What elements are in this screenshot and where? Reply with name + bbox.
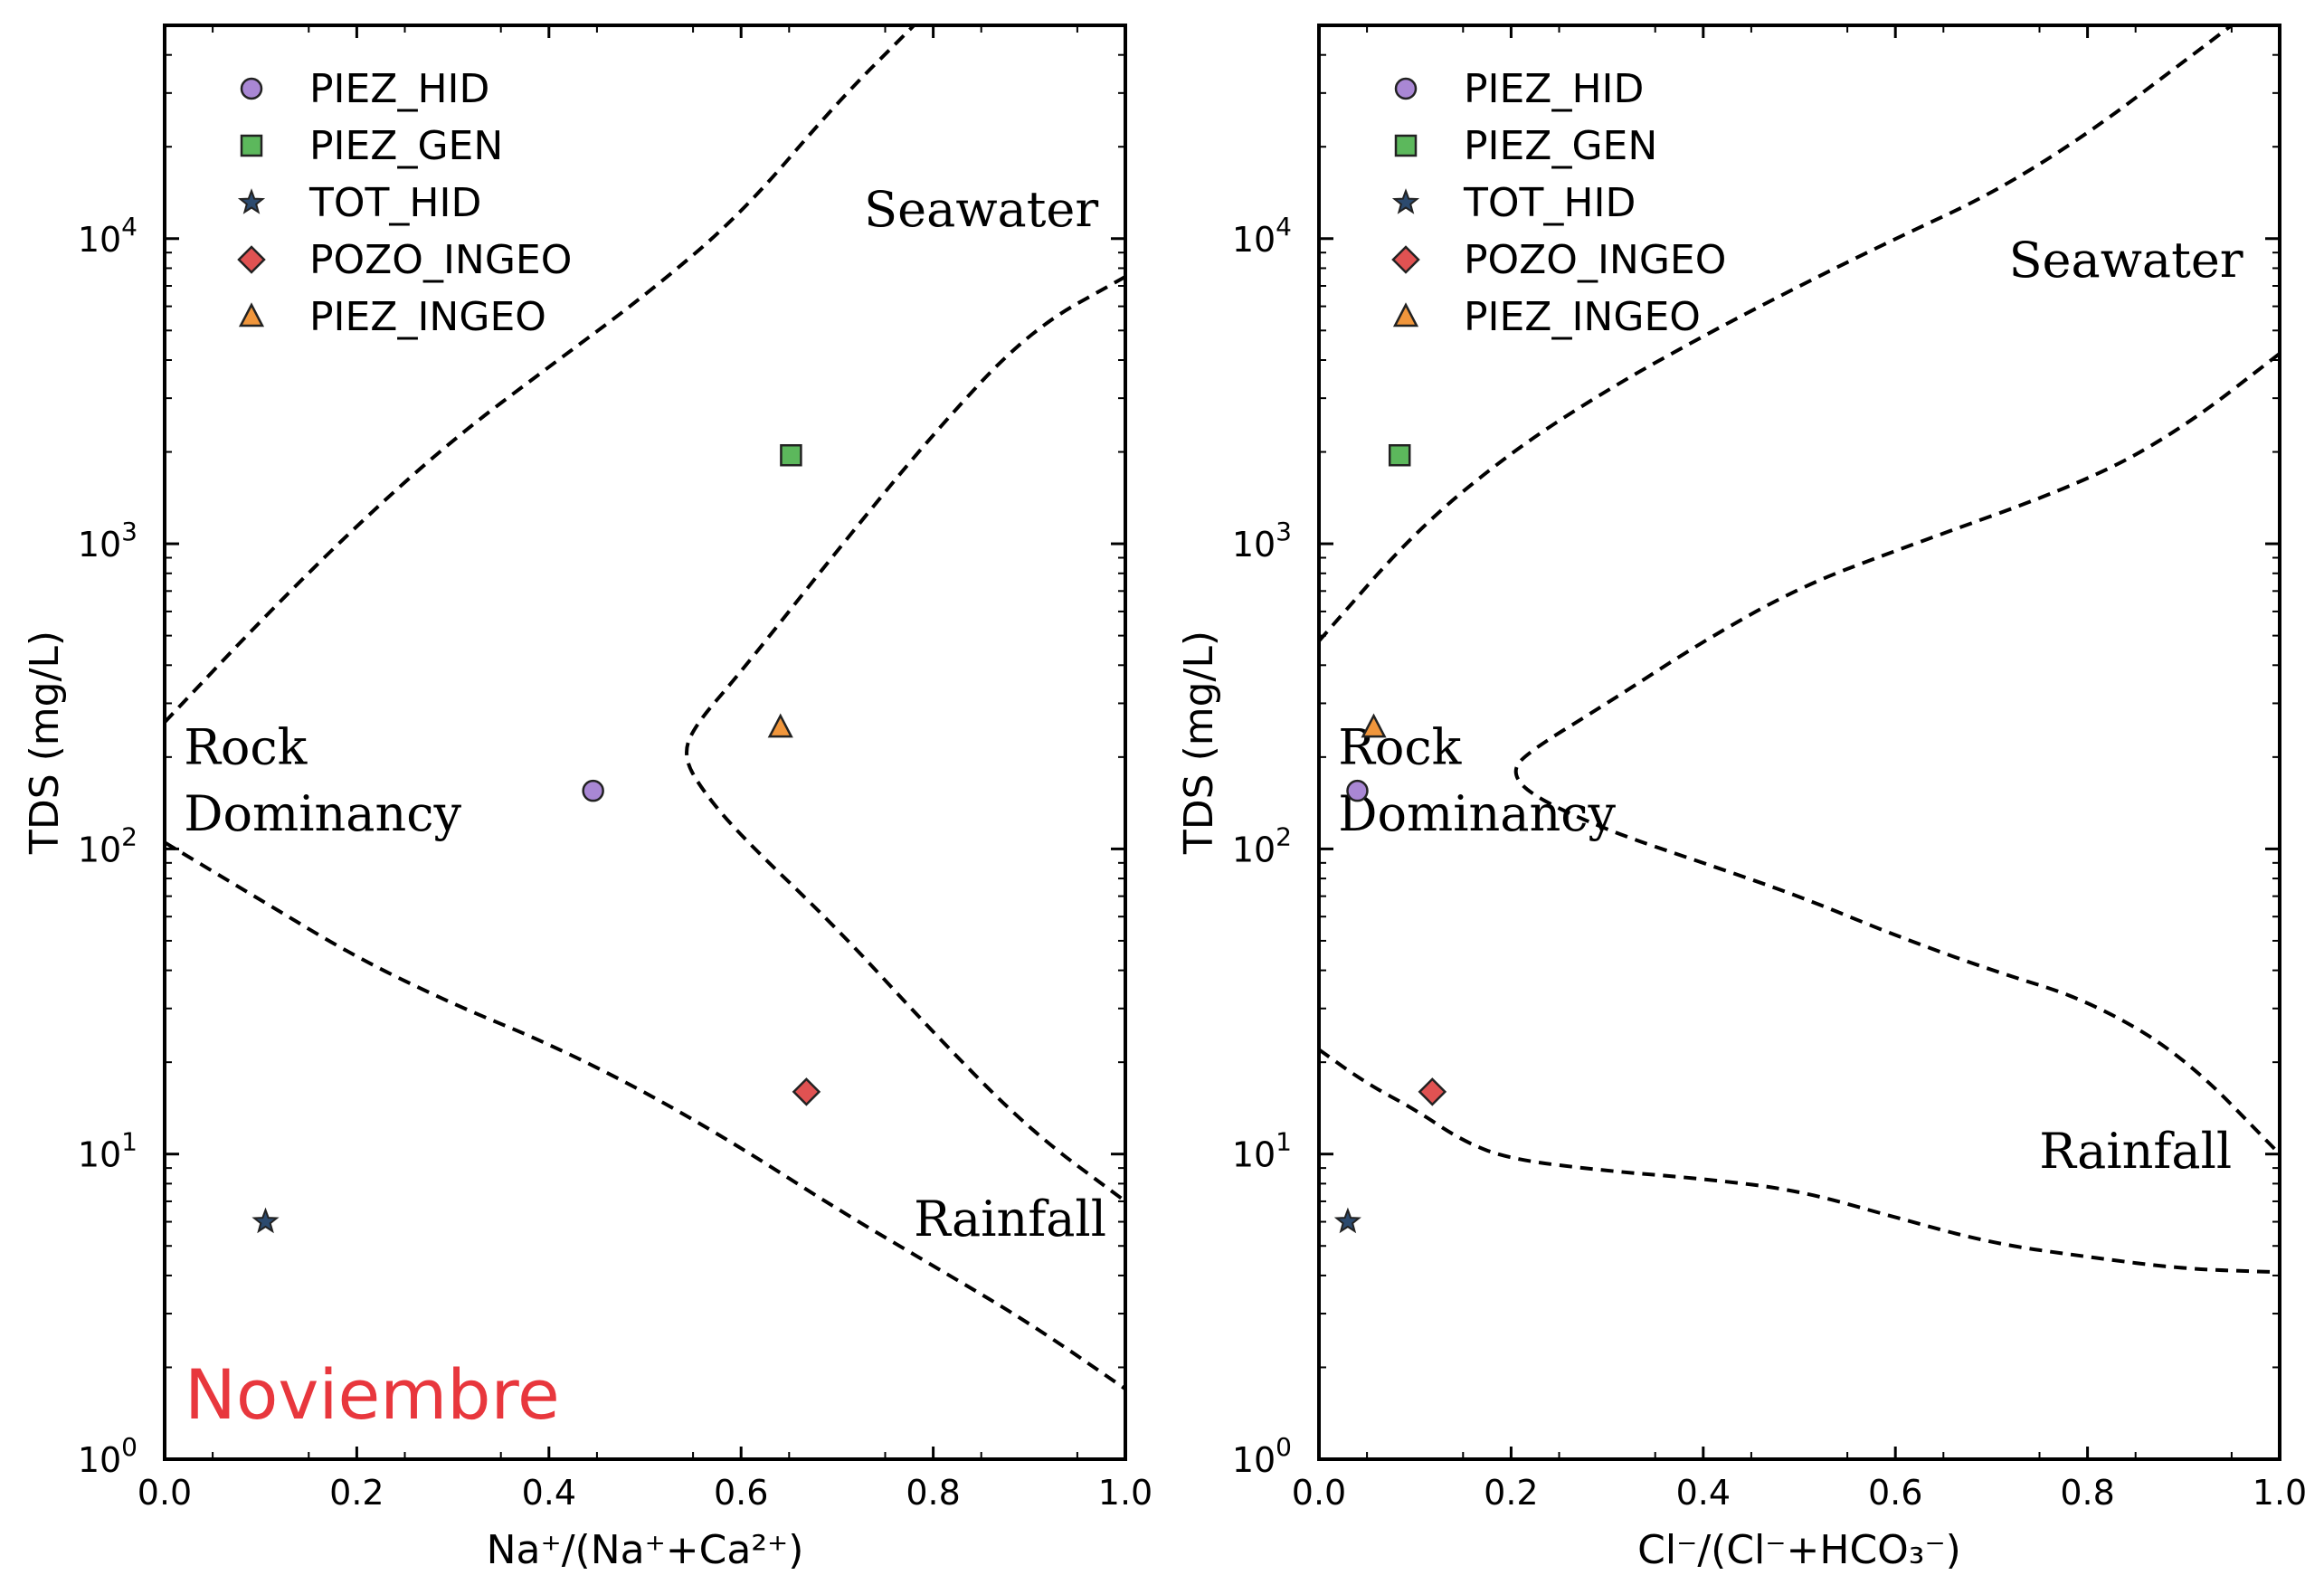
y-tick-label: 100: [78, 1432, 138, 1480]
legend-label: PIEZ_INGEO: [309, 294, 546, 340]
region-label: Rainfall: [914, 1191, 1106, 1248]
data-point-pozo_ingeo: [1418, 1077, 1447, 1106]
x-tick-label: 0.4: [522, 1473, 576, 1513]
plot-frame: [163, 24, 1127, 1461]
boundary-curve: [1513, 352, 2280, 1156]
x-tick-label: 0.6: [1868, 1473, 1922, 1513]
y-tick-label: 101: [78, 1127, 138, 1175]
y-tick-label: 104: [1232, 212, 1292, 260]
data-point-pozo_ingeo: [792, 1077, 821, 1106]
x-tick-label: 1.0: [2253, 1473, 2307, 1513]
data-point-piez_gen: [1388, 443, 1411, 467]
legend-label: POZO_INGEO: [1464, 237, 1726, 283]
data-point-tot_hid: [1333, 1207, 1361, 1234]
x-tick-label: 1.0: [1098, 1473, 1153, 1513]
y-axis-label: TDS (mg/L): [22, 631, 68, 855]
legend-marker: [240, 134, 263, 157]
chart-panel-2: Seawater Rock Dominancy Rainfall 0.0 0.2 0.4 0.…: [1176, 24, 2307, 1573]
y-tick-label: 103: [1232, 517, 1292, 565]
x-tick-label: 0.2: [329, 1473, 384, 1513]
legend-marker: [1392, 302, 1419, 327]
boundary-curve: [685, 275, 1125, 1203]
x-axis-label: Na⁺/(Na⁺+Ca²⁺): [487, 1527, 804, 1573]
legend-marker: [237, 188, 266, 214]
legend-marker: [238, 302, 265, 327]
x-tick-label: 0.4: [1676, 1473, 1731, 1513]
boundary-curve: [165, 25, 915, 724]
boundary-curve: [1319, 25, 2234, 642]
x-tick-label: 0.0: [138, 1473, 192, 1513]
panel-tag: Noviembre: [185, 1354, 560, 1435]
region-label: Seawater: [2009, 232, 2243, 289]
x-axis-label: Cl⁻/(Cl⁻+HCO₃⁻): [1637, 1527, 1961, 1573]
data-point-piez_ingeo: [1361, 713, 1387, 738]
y-tick-label: 104: [78, 212, 138, 260]
legend-marker: [1391, 188, 1420, 214]
y-tick-label: 102: [1232, 821, 1292, 869]
x-tick-label: 0.2: [1484, 1473, 1538, 1513]
plot-frame: [1317, 24, 2281, 1461]
legend-marker: [1391, 245, 1420, 274]
region-label: Dominancy: [1338, 785, 1616, 842]
y-tick-label: 101: [1232, 1127, 1292, 1175]
data-point-piez_ingeo: [767, 713, 793, 738]
y-tick-label: 103: [78, 517, 138, 565]
legend-label: PIEZ_GEN: [1464, 123, 1657, 169]
x-tick-label: 0.8: [906, 1473, 960, 1513]
legend-marker: [237, 245, 266, 274]
data-point-piez_hid: [582, 779, 604, 802]
legend-label: PIEZ_HID: [1464, 66, 1644, 112]
data-point-piez_gen: [780, 443, 802, 467]
legend-label: TOT_HID: [308, 180, 481, 226]
region-label: Seawater: [864, 181, 1098, 238]
legend-label: TOT_HID: [1463, 180, 1636, 226]
y-axis-label: TDS (mg/L): [1176, 631, 1222, 855]
y-tick-label: 100: [1232, 1432, 1292, 1480]
legend-label: PIEZ_GEN: [309, 123, 503, 169]
data-point-tot_hid: [251, 1207, 280, 1234]
data-point-piez_hid: [1346, 779, 1369, 802]
chart-panel-1: Seawater Rock Dominancy Rainfall 0.0 0.2 0.4 0.…: [22, 24, 1153, 1573]
legend-marker: [1394, 77, 1418, 100]
x-tick-label: 0.6: [714, 1473, 768, 1513]
region-label: Rock: [1338, 718, 1462, 775]
legend-label: PIEZ_HID: [309, 66, 489, 112]
legend-marker: [240, 77, 263, 100]
region-label: Rock: [184, 718, 308, 775]
x-tick-label: 0.0: [1292, 1473, 1346, 1513]
legend-label: POZO_INGEO: [309, 237, 572, 283]
region-label: Dominancy: [184, 785, 461, 842]
boundary-curve: [165, 840, 1125, 1390]
x-tick-label: 0.8: [2060, 1473, 2114, 1513]
y-tick-label: 102: [78, 821, 138, 869]
region-label: Rainfall: [2039, 1123, 2232, 1180]
boundary-curve: [1319, 1048, 2280, 1275]
legend-marker: [1394, 134, 1418, 157]
legend-label: PIEZ_INGEO: [1464, 294, 1701, 340]
